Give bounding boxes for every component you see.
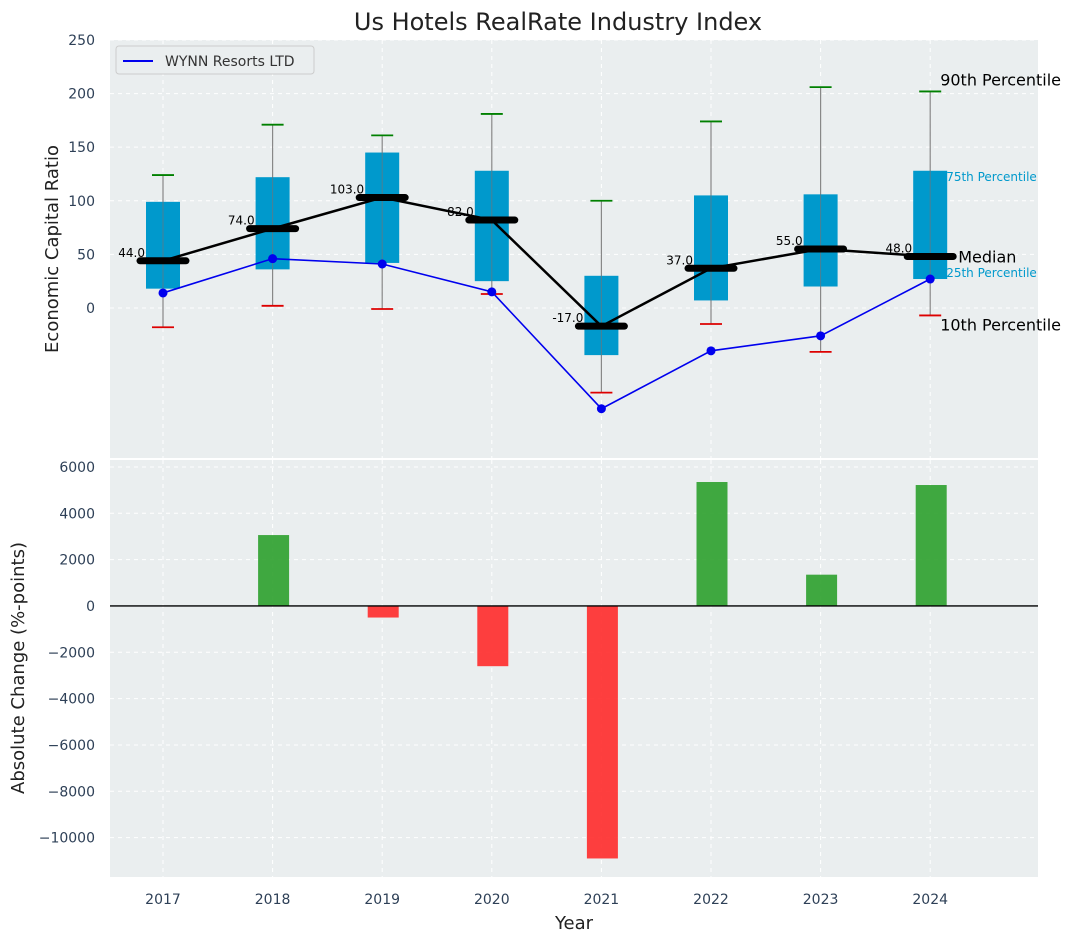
legend-box: [115, 45, 315, 75]
change-bar: [696, 482, 728, 606]
legend-label: WYNN Resorts LTD: [165, 54, 295, 70]
annotation-90th: 90th Percentile: [940, 70, 1061, 89]
bottom-y-tick-label: 4000: [59, 506, 95, 522]
bottom-y-tick-label: −4000: [48, 692, 95, 708]
top-y-tick-label: 250: [68, 33, 95, 49]
top-y-tick-label: 100: [68, 194, 95, 210]
median-value-label: 37.0: [666, 253, 693, 267]
bottom-panel: −10000 −8000 −6000 −4000 −2000 0 2000 4000 6000 2…: [39, 460, 1038, 908]
wynn-series-point: [487, 287, 497, 297]
median-value-label: -17.0: [552, 311, 583, 325]
bottom-y-tick-label: −2000: [48, 645, 95, 661]
x-tick-label: 2021: [584, 892, 620, 908]
bottom-y-tick-label: 6000: [59, 460, 95, 476]
x-tick-label: 2019: [364, 892, 400, 908]
x-tick-label: 2022: [693, 892, 729, 908]
bottom-plot-background: [110, 460, 1038, 877]
annotation-25th: 25th Percentile: [946, 266, 1037, 280]
median-value-label: 48.0: [885, 242, 912, 256]
top-y-tick-label: 0: [86, 301, 95, 317]
top-y-axis-label: Economic Capital Ratio: [42, 145, 63, 353]
change-bar: [477, 605, 509, 667]
wynn-series-point: [706, 346, 716, 356]
bottom-y-tick-label: −8000: [48, 784, 95, 800]
median-value-label: 74.0: [228, 214, 255, 228]
chart-title: Us Hotels RealRate Industry Index: [354, 8, 762, 36]
x-tick-label: 2020: [474, 892, 510, 908]
wynn-series-point: [377, 259, 387, 269]
annotation-75th: 75th Percentile: [946, 170, 1037, 184]
wynn-series-point: [596, 404, 606, 414]
change-bar: [806, 574, 838, 606]
x-tick-label: 2023: [803, 892, 839, 908]
annotation-10th: 10th Percentile: [940, 315, 1061, 334]
wynn-series-point: [925, 274, 935, 284]
top-y-tick-label: 50: [77, 247, 95, 263]
median-value-label: 55.0: [776, 234, 803, 248]
wynn-series-point: [816, 331, 826, 341]
change-bar: [258, 535, 290, 606]
change-bar: [586, 605, 618, 859]
top-panel: 0 50 100 150 200 250 44.0 74.0 103.0 82.0 -17.0 37.…: [68, 33, 1061, 458]
bottom-y-tick-label: −10000: [39, 831, 95, 847]
median-value-label: 44.0: [118, 246, 145, 260]
wynn-series-point: [158, 288, 168, 298]
wynn-series-point: [268, 254, 278, 264]
x-tick-label: 2024: [912, 892, 948, 908]
legend: WYNN Resorts LTD: [115, 45, 315, 75]
annotation-median: Median: [958, 248, 1016, 267]
x-axis-label: Year: [554, 913, 594, 934]
bottom-y-axis-label: Absolute Change (%-points): [8, 542, 29, 794]
change-bar: [915, 485, 947, 606]
top-y-tick-label: 200: [68, 87, 95, 103]
x-tick-label: 2018: [255, 892, 291, 908]
change-bar: [367, 605, 399, 618]
x-tick-label: 2017: [145, 892, 181, 908]
top-y-tick-label: 150: [68, 140, 95, 156]
median-value-label: 82.0: [447, 205, 474, 219]
wynn-series-line: [162, 257, 931, 410]
bottom-y-tick-label: 0: [86, 599, 95, 615]
median-value-label: 103.0: [330, 183, 364, 197]
bottom-y-tick-label: 2000: [59, 553, 95, 569]
bottom-y-tick-label: −6000: [48, 738, 95, 754]
